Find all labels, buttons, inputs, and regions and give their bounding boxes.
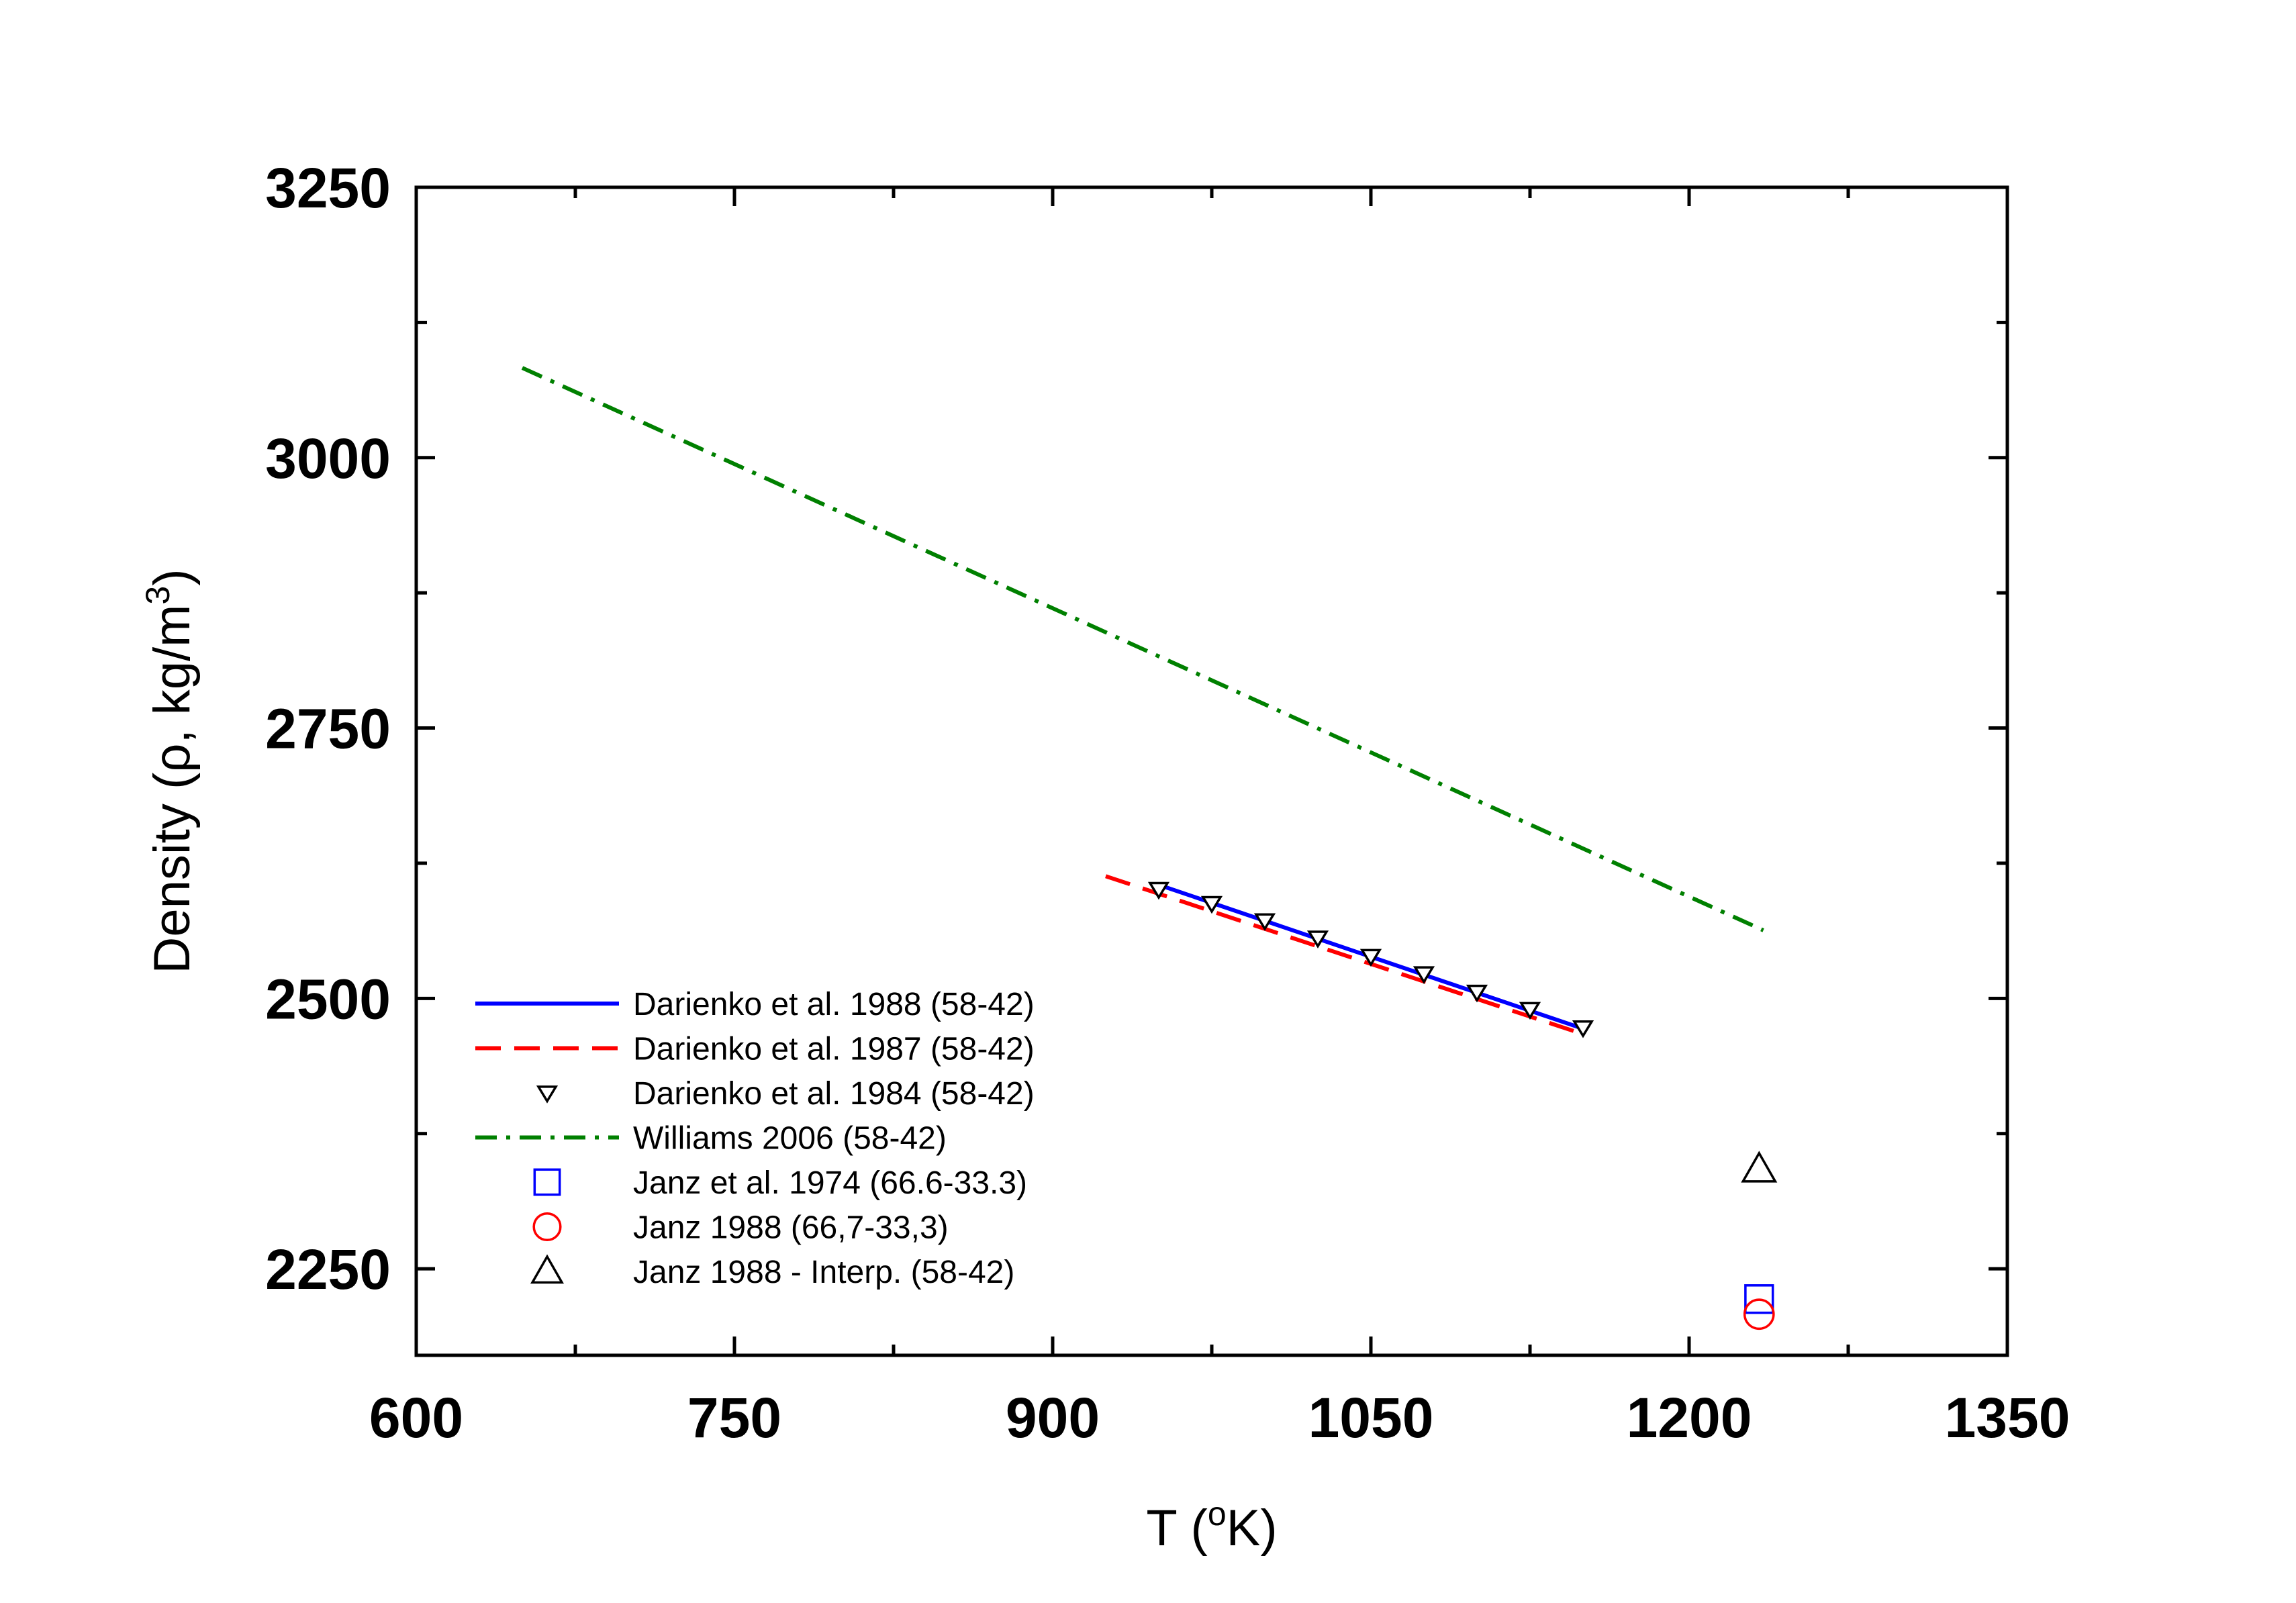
y-axis-title-end: ) bbox=[144, 569, 201, 585]
series-point-4 bbox=[1744, 1284, 1774, 1314]
y-axis-title-superscript: 3 bbox=[139, 586, 177, 605]
legend-label-1: Darienko et al. 1987 (58-42) bbox=[633, 1032, 1035, 1067]
y-axis-title: Density (ρ, kg/m3) bbox=[139, 569, 201, 973]
series-point-2 bbox=[1200, 895, 1223, 914]
series-line-3 bbox=[521, 366, 1764, 932]
legend-label-3: Williams 2006 (58-42) bbox=[633, 1121, 947, 1157]
legend-marker-4 bbox=[533, 1168, 561, 1196]
series-point-2 bbox=[1306, 930, 1329, 949]
legend-label-4: Janz et al. 1974 (66.6-33.3) bbox=[633, 1165, 1027, 1201]
series-point-6 bbox=[1741, 1151, 1778, 1183]
legend-label-6: Janz 1988 - Interp. (58-42) bbox=[633, 1255, 1014, 1290]
y-tick-label: 2250 bbox=[265, 1238, 391, 1301]
x-tick-label: 1350 bbox=[1945, 1386, 2070, 1449]
series-line-1 bbox=[1105, 874, 1584, 1036]
y-tick-label: 3000 bbox=[265, 427, 391, 490]
series-point-2 bbox=[1413, 966, 1435, 985]
series-point-2 bbox=[1519, 1002, 1541, 1020]
series-point-2 bbox=[1572, 1020, 1594, 1038]
y-axis-title-main: Density (ρ, kg/m bbox=[144, 605, 201, 974]
x-tick-label: 900 bbox=[1006, 1386, 1100, 1449]
x-tick-label: 750 bbox=[687, 1386, 781, 1449]
x-axis-title-main: T ( bbox=[1146, 1500, 1207, 1557]
legend: Darienko et al. 1988 (58-42) Darienko et … bbox=[475, 987, 1035, 1290]
legend-marker-2 bbox=[536, 1085, 559, 1104]
series-point-5 bbox=[1743, 1298, 1775, 1330]
x-axis-title-end: K) bbox=[1227, 1500, 1278, 1557]
x-axis-title-superscript: o bbox=[1208, 1495, 1227, 1533]
legend-marker-6 bbox=[530, 1254, 565, 1284]
x-tick-label: 1050 bbox=[1308, 1386, 1434, 1449]
plot-content bbox=[521, 366, 1778, 1330]
legend-label-5: Janz 1988 (66,7-33,3) bbox=[633, 1210, 949, 1246]
y-tick-label: 2750 bbox=[265, 697, 391, 761]
legend-label-2: Darienko et al. 1984 (58-42) bbox=[633, 1076, 1035, 1112]
y-tick-label: 3250 bbox=[265, 156, 391, 220]
x-axis-title: T (oK) bbox=[1146, 1495, 1277, 1557]
legend-label-0: Darienko et al. 1988 (58-42) bbox=[633, 987, 1035, 1022]
series-point-2 bbox=[1466, 984, 1488, 1003]
series-point-2 bbox=[1253, 913, 1276, 932]
series-point-2 bbox=[1359, 949, 1382, 967]
tick-labels: 600 750 900 1050 1200 1350 2250 2500 2750 3000 325… bbox=[265, 156, 2070, 1449]
series-point-2 bbox=[1147, 881, 1170, 900]
legend-marker-5 bbox=[532, 1212, 562, 1242]
x-tick-label: 1200 bbox=[1627, 1386, 1752, 1449]
x-tick-label: 600 bbox=[369, 1386, 463, 1449]
y-tick-label: 2500 bbox=[265, 967, 391, 1030]
axis-ticks bbox=[414, 185, 2009, 1355]
